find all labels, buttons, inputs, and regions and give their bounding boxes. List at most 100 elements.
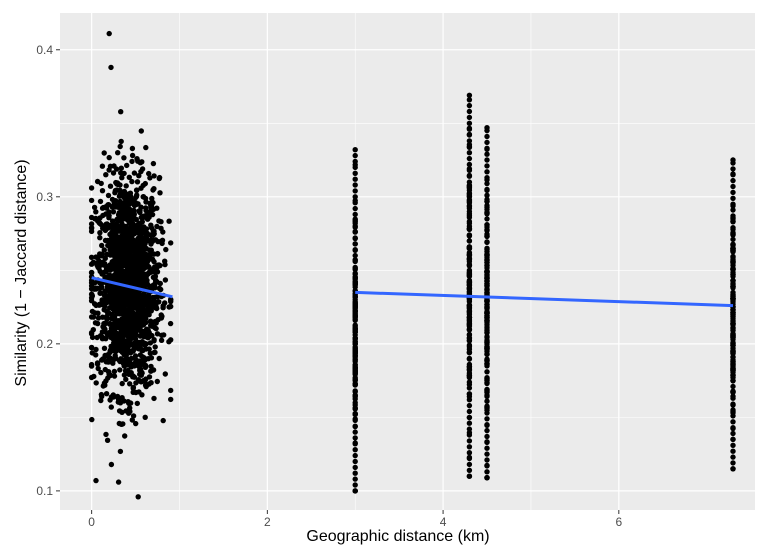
data-point [484, 404, 490, 410]
data-point [466, 273, 473, 279]
data-point [484, 227, 490, 234]
data-point [146, 374, 153, 380]
data-point [730, 319, 736, 325]
trend-lines [91, 276, 734, 308]
data-point [98, 369, 104, 376]
data-point [730, 172, 736, 178]
data-point [466, 167, 473, 173]
data-point [466, 391, 473, 397]
data-point [352, 164, 358, 171]
data-point [135, 302, 142, 309]
data-point [154, 331, 161, 337]
data-point [146, 303, 152, 309]
data-point [119, 349, 126, 355]
data-point [484, 180, 490, 187]
data-point [148, 355, 155, 361]
data-point [168, 240, 174, 246]
data-point [352, 235, 358, 241]
data-point [730, 383, 736, 390]
data-point [107, 305, 113, 311]
data-point [130, 334, 137, 341]
data-point [466, 279, 473, 285]
data-point [112, 261, 118, 267]
data-point [111, 368, 118, 375]
data-point [124, 234, 131, 241]
data-point [97, 230, 103, 236]
data-point [484, 422, 490, 428]
data-point [730, 277, 736, 284]
data-point [107, 355, 113, 361]
data-point [133, 420, 139, 427]
data-point [484, 386, 490, 393]
data-point [94, 360, 101, 366]
data-point [466, 102, 473, 109]
data-point [140, 307, 146, 313]
data-point [484, 410, 490, 416]
data-point [352, 464, 358, 471]
data-point [730, 407, 736, 413]
data-point [129, 152, 136, 159]
data-point [154, 251, 161, 257]
data-point [129, 145, 136, 152]
data-point [127, 405, 133, 411]
data-point [117, 241, 124, 247]
data-point [107, 372, 113, 378]
data-point [138, 128, 144, 134]
data-point [352, 152, 358, 159]
data-point [118, 299, 125, 306]
data-point [121, 188, 128, 195]
data-point [108, 404, 115, 410]
data-point [96, 258, 102, 264]
data-point [129, 178, 135, 185]
data-point [466, 314, 473, 321]
data-point [141, 214, 148, 220]
data-point [466, 367, 473, 373]
data-point [352, 158, 358, 165]
data-point [466, 344, 473, 350]
data-point [105, 242, 111, 249]
data-point [100, 212, 106, 219]
data-point [126, 174, 132, 180]
data-point [133, 216, 139, 223]
data-point [105, 192, 112, 199]
data-point [114, 347, 120, 353]
data-point [120, 304, 127, 310]
data-point [108, 461, 115, 468]
data-point [142, 258, 149, 264]
data-point [730, 336, 736, 343]
data-point [102, 353, 108, 360]
data-point [484, 286, 490, 293]
data-point [133, 389, 139, 396]
data-point [154, 205, 160, 211]
data-point [110, 170, 117, 176]
data-point [148, 308, 154, 314]
data-point [466, 214, 473, 221]
data-point [352, 217, 358, 223]
data-point [122, 433, 128, 439]
data-point [138, 342, 144, 348]
data-point [730, 166, 736, 172]
data-point [140, 293, 146, 300]
data-point [352, 335, 358, 341]
data-point [466, 285, 473, 291]
data-point [101, 380, 108, 386]
data-point [135, 248, 141, 254]
data-point [352, 447, 358, 453]
data-point [484, 463, 490, 469]
data-point [352, 270, 358, 276]
data-point [99, 336, 106, 342]
data-point [730, 377, 736, 384]
data-point [466, 444, 473, 450]
data-point [146, 170, 152, 177]
data-point [466, 255, 473, 262]
y-axis: 0.1 0.2 0.3 0.4 [36, 43, 60, 498]
data-point [105, 202, 111, 208]
data-point [95, 310, 101, 316]
data-point [466, 150, 473, 156]
data-point [484, 251, 490, 257]
data-point [166, 218, 172, 224]
data-point [484, 469, 490, 475]
data-point [137, 221, 143, 228]
data-point [484, 398, 490, 404]
data-point [110, 392, 117, 398]
